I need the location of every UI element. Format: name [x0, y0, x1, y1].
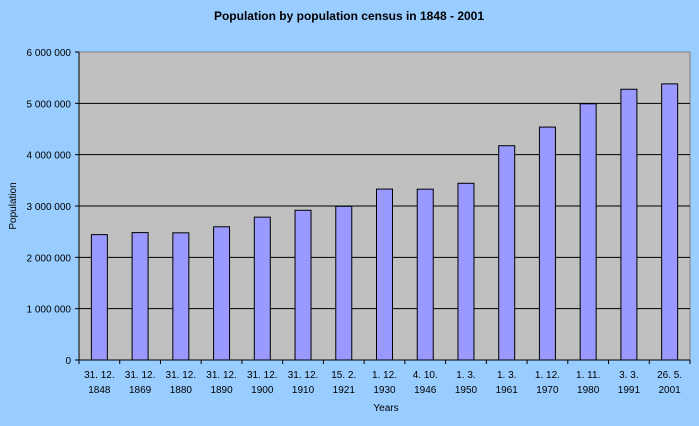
- y-tick-label: 2 000 000: [27, 253, 72, 264]
- bar: [335, 205, 353, 361]
- bar: [213, 226, 231, 361]
- x-tick-label-date: 4. 10.: [413, 370, 438, 381]
- x-tick-label-year: 1970: [536, 385, 559, 396]
- x-tick-label-year: 1946: [414, 385, 437, 396]
- bar: [661, 83, 679, 361]
- x-tick-label-date: 1. 12.: [535, 370, 560, 381]
- x-tick-label-date: 1. 11.: [576, 370, 600, 381]
- bar: [131, 232, 149, 361]
- x-axis-label: Years: [373, 403, 398, 414]
- x-tick-label-year: 1930: [373, 385, 396, 396]
- x-tick-label-date: 31. 12.: [166, 370, 197, 381]
- bar: [294, 209, 312, 361]
- bar: [620, 88, 638, 361]
- x-tick-label-date: 1. 3.: [456, 370, 475, 381]
- bar: [579, 103, 597, 361]
- bar: [90, 234, 108, 361]
- x-tick-label-year: 2001: [659, 385, 682, 396]
- x-tick-label-date: 31. 12.: [125, 370, 156, 381]
- x-tick-label-date: 15. 2.: [331, 370, 356, 381]
- chart-title: Population by population census in 1848 …: [214, 9, 484, 23]
- x-tick-label-year: 1980: [577, 385, 600, 396]
- x-tick-label-year: 1961: [496, 385, 519, 396]
- x-tick-label-date: 31. 12.: [247, 370, 278, 381]
- x-tick-label-date: 31. 12.: [206, 370, 237, 381]
- x-tick-label-date: 1. 3.: [497, 370, 516, 381]
- x-tick-label-date: 31. 12.: [84, 370, 115, 381]
- y-tick-label: 6 000 000: [27, 48, 72, 59]
- bar: [538, 126, 556, 361]
- bar: [253, 216, 271, 361]
- x-tick-label-date: 31. 12.: [288, 370, 319, 381]
- bar: [416, 188, 434, 361]
- y-tick-label: 4 000 000: [27, 151, 72, 162]
- x-tick-label-year: 1890: [210, 385, 233, 396]
- bar: [457, 182, 475, 361]
- x-tick-label-date: 3. 3.: [619, 370, 638, 381]
- bar: [376, 188, 393, 361]
- x-tick-label-date: 26. 5.: [657, 370, 682, 381]
- bar: [172, 232, 190, 361]
- y-tick-label: 3 000 000: [27, 202, 72, 213]
- x-tick-label-year: 1869: [129, 385, 152, 396]
- y-tick-label: 0: [65, 356, 71, 367]
- x-tick-label-year: 1910: [292, 385, 315, 396]
- x-tick-label-year: 1848: [88, 385, 111, 396]
- y-axis-label: Population: [8, 182, 19, 229]
- x-tick-label-date: 1. 12.: [372, 370, 397, 381]
- y-tick-label: 1 000 000: [27, 305, 72, 316]
- bar: [498, 145, 516, 361]
- y-tick-label: 5 000 000: [27, 99, 72, 110]
- x-tick-label-year: 1950: [455, 385, 478, 396]
- x-tick-label-year: 1880: [170, 385, 193, 396]
- x-tick-label-year: 1921: [333, 385, 356, 396]
- x-tick-label-year: 1991: [618, 385, 641, 396]
- x-tick-label-year: 1900: [251, 385, 274, 396]
